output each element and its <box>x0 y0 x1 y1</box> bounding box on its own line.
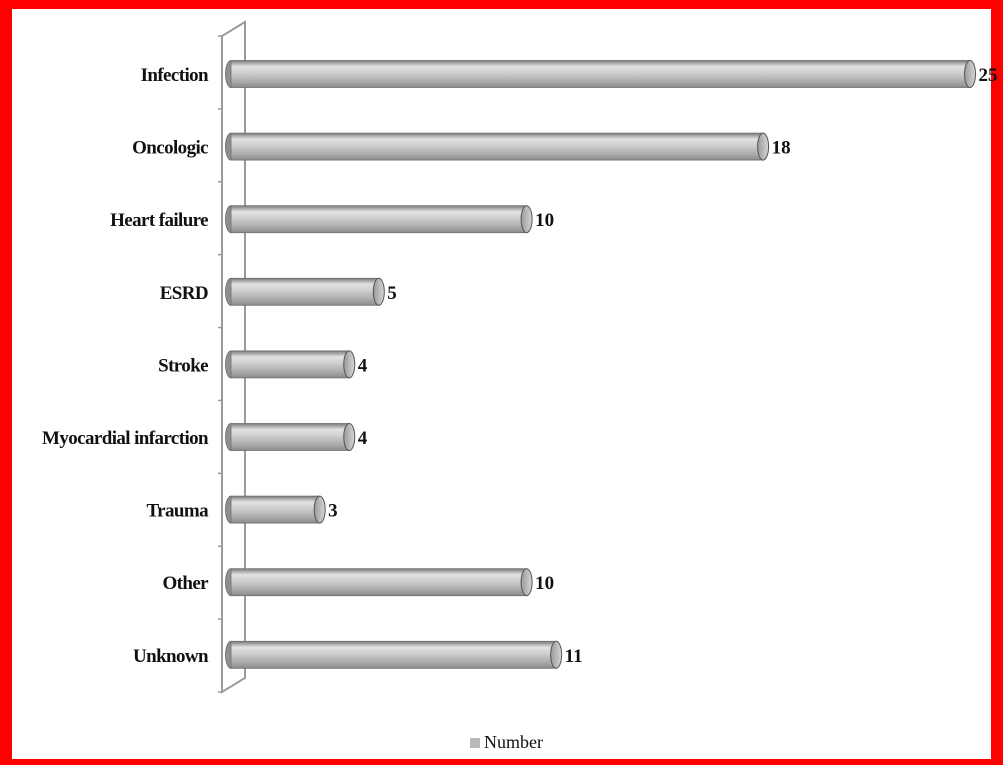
category-label: Oncologic <box>132 138 208 159</box>
bar-body <box>230 350 350 379</box>
bar-unknown <box>225 640 563 669</box>
bar-body <box>230 640 557 669</box>
category-labels: Infection Oncologic Heart failure ESRD Strok… <box>42 65 210 667</box>
bar-heart-failure <box>225 205 533 234</box>
bar-end-cap <box>343 350 356 379</box>
bar-trauma <box>225 495 326 524</box>
data-label: 5 <box>387 283 397 304</box>
category-label: Infection <box>141 65 209 86</box>
data-label: 25 <box>979 65 998 86</box>
data-label: 3 <box>328 501 338 522</box>
value-labels: 25 18 10 5 4 4 3 10 11 <box>328 65 997 667</box>
bar-body <box>230 423 350 451</box>
category-label: ESRD <box>160 283 208 304</box>
category-label: Heart failure <box>110 210 208 231</box>
bar-other <box>225 568 533 597</box>
bar-infection <box>225 60 976 88</box>
bar-myocardial-infarction <box>225 423 356 451</box>
legend-swatch <box>470 738 480 748</box>
bar-end-cap <box>757 132 770 161</box>
data-label: 10 <box>535 210 554 231</box>
bar-body <box>230 568 528 597</box>
bar-end-cap <box>550 640 563 669</box>
category-label: Unknown <box>133 646 209 667</box>
bar-body <box>230 277 380 306</box>
legend: Number <box>470 732 543 752</box>
bar-end-cap <box>313 495 326 524</box>
bar-body <box>230 495 321 524</box>
data-label: 18 <box>772 138 791 159</box>
bar-end-cap <box>520 205 533 234</box>
data-label: 4 <box>358 428 368 449</box>
bar-stroke <box>225 350 356 379</box>
bar-end-cap <box>964 60 976 88</box>
legend-label: Number <box>484 732 543 752</box>
data-label: 4 <box>358 355 368 376</box>
category-label: Myocardial infarction <box>42 428 209 449</box>
data-label: 10 <box>535 573 554 594</box>
bar-body <box>230 60 971 88</box>
category-label: Other <box>162 573 209 594</box>
bar-end-cap <box>372 277 385 306</box>
category-label: Stroke <box>158 355 208 376</box>
bar-body <box>230 132 764 161</box>
bars-group <box>225 60 976 669</box>
y-axis-wall <box>218 20 246 694</box>
bar-body <box>230 205 528 234</box>
bar-esrd <box>225 277 385 306</box>
bar-end-cap <box>343 423 356 451</box>
bar-oncologic <box>225 132 770 161</box>
bar-end-cap <box>520 568 533 597</box>
data-label: 11 <box>565 646 583 667</box>
category-label: Trauma <box>147 501 210 522</box>
